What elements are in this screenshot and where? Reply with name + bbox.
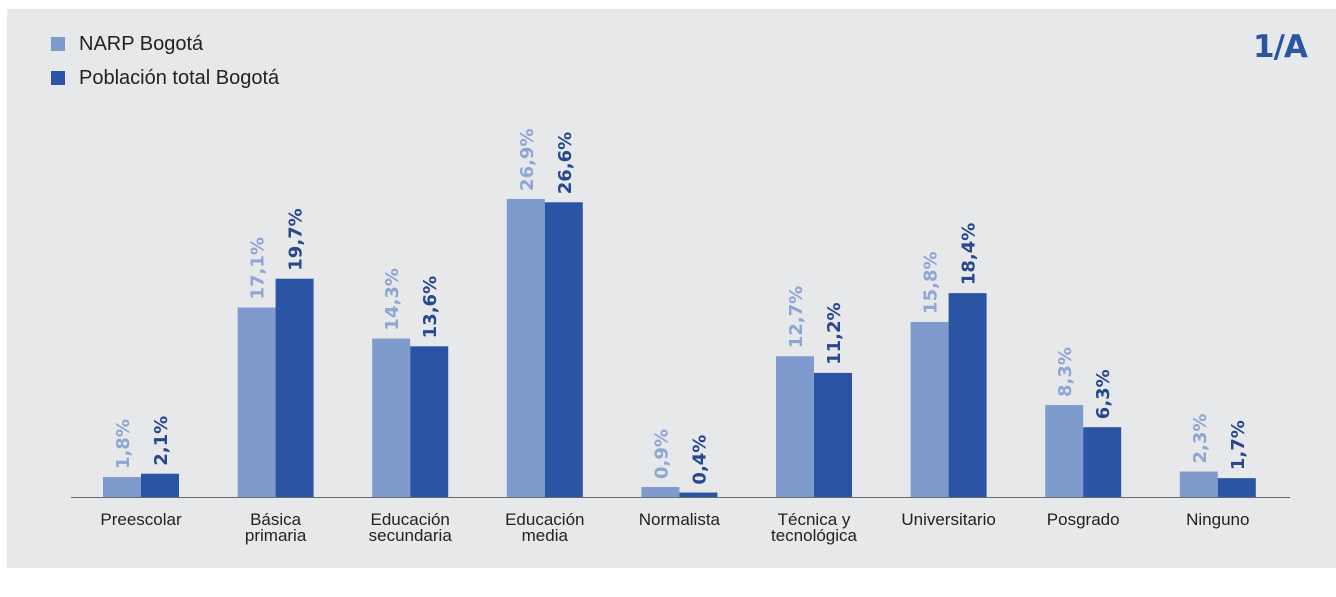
category-label: Educación	[371, 510, 450, 529]
bar-total	[1217, 478, 1256, 497]
category-label: secundaria	[369, 526, 453, 545]
bar-total	[410, 346, 449, 497]
data-label-narp: 8,3%	[1055, 347, 1076, 397]
category-label: Ninguno	[1186, 510, 1249, 529]
bar-total	[1083, 427, 1122, 497]
data-label-narp: 15,8%	[921, 251, 942, 313]
data-label-total: 6,3%	[1093, 369, 1114, 419]
legend-label-narp: NARP Bogotá	[79, 32, 204, 55]
legend-swatch-narp	[51, 37, 65, 51]
data-label-total: 0,4%	[689, 435, 710, 485]
bar-total	[275, 278, 314, 497]
legend-item-total: Población total Bogotá	[51, 66, 279, 90]
data-label-total: 26,6%	[555, 132, 576, 194]
bar-narp	[1179, 471, 1218, 497]
data-label-total: 1,7%	[1228, 420, 1249, 470]
category-label: Preescolar	[100, 510, 182, 529]
category-label: Básica	[250, 510, 302, 529]
data-label-narp: 2,3%	[1190, 414, 1211, 464]
bar-total	[141, 473, 179, 497]
data-label-narp: 17,1%	[248, 237, 269, 299]
data-label-total: 19,7%	[286, 208, 307, 270]
bar-narp	[1045, 405, 1084, 497]
bar-total	[679, 492, 718, 497]
category-label: Universitario	[901, 510, 995, 529]
bar-narp	[910, 321, 949, 497]
bar-narp	[776, 356, 814, 497]
category-label: media	[522, 526, 569, 545]
bar-narp	[641, 487, 680, 497]
category-label: Técnica y	[778, 510, 851, 529]
data-label-narp: 12,7%	[786, 286, 807, 348]
data-label-narp: 14,3%	[382, 268, 403, 330]
legend-label-total: Población total Bogotá	[79, 66, 280, 89]
category-label: Normalista	[639, 510, 721, 529]
bar-narp	[103, 477, 141, 497]
legend-item-narp: NARP Bogotá	[51, 32, 203, 56]
bar-narp	[372, 338, 411, 497]
bar-total	[814, 372, 852, 497]
data-label-narp: 26,9%	[517, 128, 538, 190]
bar-narp	[237, 307, 276, 497]
bar-narp	[506, 198, 545, 497]
category-label: Posgrado	[1047, 510, 1120, 529]
legend-swatch-total	[51, 71, 65, 85]
chart-badge: 1/A	[1253, 29, 1308, 65]
data-label-total: 18,4%	[959, 223, 980, 285]
bar-total	[948, 293, 987, 497]
category-label: tecnológica	[771, 526, 858, 545]
bar-total	[544, 202, 583, 497]
category-label: Educación	[505, 510, 584, 529]
data-label-total: 11,2%	[824, 302, 845, 364]
category-label: primaria	[245, 526, 307, 545]
data-label-narp: 1,8%	[113, 419, 134, 469]
data-label-total: 2,1%	[151, 416, 172, 466]
data-label-narp: 0,9%	[651, 429, 672, 479]
data-label-total: 13,6%	[420, 276, 441, 338]
